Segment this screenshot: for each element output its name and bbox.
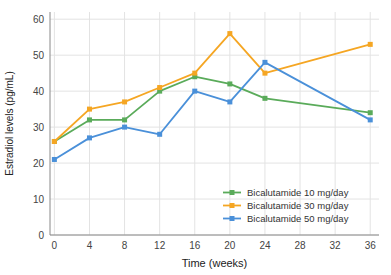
x-tick-label: 36: [365, 240, 377, 251]
marker: [87, 117, 92, 122]
marker: [87, 107, 92, 112]
series: [52, 60, 373, 162]
legend-label: Bicalutamide 30 mg/day: [247, 200, 349, 211]
legend-marker: [230, 216, 235, 221]
marker: [52, 139, 57, 144]
x-tick-label: 0: [52, 240, 58, 251]
marker: [87, 135, 92, 140]
x-tick-label: 12: [154, 240, 166, 251]
grid-line-y: [50, 235, 379, 236]
line: [54, 77, 370, 142]
legend-label: Bicalutamide 10 mg/day: [247, 187, 349, 198]
marker: [157, 132, 162, 137]
series: [52, 31, 373, 144]
y-tick-label: 10: [33, 194, 45, 205]
marker: [122, 117, 127, 122]
line: [54, 62, 370, 159]
axes: 0 4 8 12 16 20 24 28 32 36 0 10 20 30 40 50 60: [33, 12, 379, 251]
grid-line-x: [194, 12, 195, 235]
x-tick-label: 32: [330, 240, 342, 251]
series: [52, 74, 373, 144]
x-tick-label: 4: [87, 240, 93, 251]
grid-line-x: [89, 12, 90, 235]
marker: [227, 31, 232, 36]
grid-line-y: [50, 163, 379, 164]
marker: [227, 81, 232, 86]
marker: [368, 110, 373, 115]
y-axis-label: Estradiol levels (pg/mL): [4, 71, 15, 175]
legend: Bicalutamide 10 mg/day Bicalutamide 30 mg…: [223, 187, 349, 224]
marker: [122, 99, 127, 104]
x-tick-label: 16: [189, 240, 201, 251]
line: [54, 34, 370, 142]
marker: [122, 125, 127, 130]
marker: [262, 96, 267, 101]
x-tick-label: 8: [122, 240, 128, 251]
marker: [227, 99, 232, 104]
x-tick-label: 24: [259, 240, 271, 251]
legend-marker: [230, 190, 235, 195]
grid-line-y: [50, 127, 379, 128]
x-tick-label: 20: [224, 240, 236, 251]
y-tick-label: 50: [33, 50, 45, 61]
marker: [192, 89, 197, 94]
plot-area: [52, 31, 373, 162]
grid-line-x: [229, 12, 230, 235]
marker: [157, 85, 162, 90]
grid-line-y: [50, 91, 379, 92]
x-tick-label: 28: [294, 240, 306, 251]
grid-line-y: [50, 19, 379, 20]
y-tick-label: 0: [38, 230, 44, 241]
legend-marker: [230, 203, 235, 208]
y-axis-line: [50, 12, 51, 235]
x-axis-label: Time (weeks): [182, 257, 248, 269]
grid-line-x: [159, 12, 160, 235]
y-tick-label: 30: [33, 122, 45, 133]
x-axis-line: [50, 235, 379, 236]
marker: [52, 139, 57, 144]
marker: [52, 157, 57, 162]
grid-line-x: [124, 12, 125, 235]
grid: [50, 12, 379, 235]
marker: [192, 71, 197, 76]
y-tick-label: 60: [33, 14, 45, 25]
y-tick-label: 20: [33, 158, 45, 169]
marker: [262, 60, 267, 65]
grid-line-x: [54, 12, 55, 235]
legend-label: Bicalutamide 50 mg/day: [247, 213, 349, 224]
chart: 0 4 8 12 16 20 24 28 32 36 0 10 20 30 40 50 60 Time (week…: [0, 0, 391, 275]
marker: [262, 71, 267, 76]
marker: [368, 117, 373, 122]
marker: [368, 42, 373, 47]
y-tick-label: 40: [33, 86, 45, 97]
